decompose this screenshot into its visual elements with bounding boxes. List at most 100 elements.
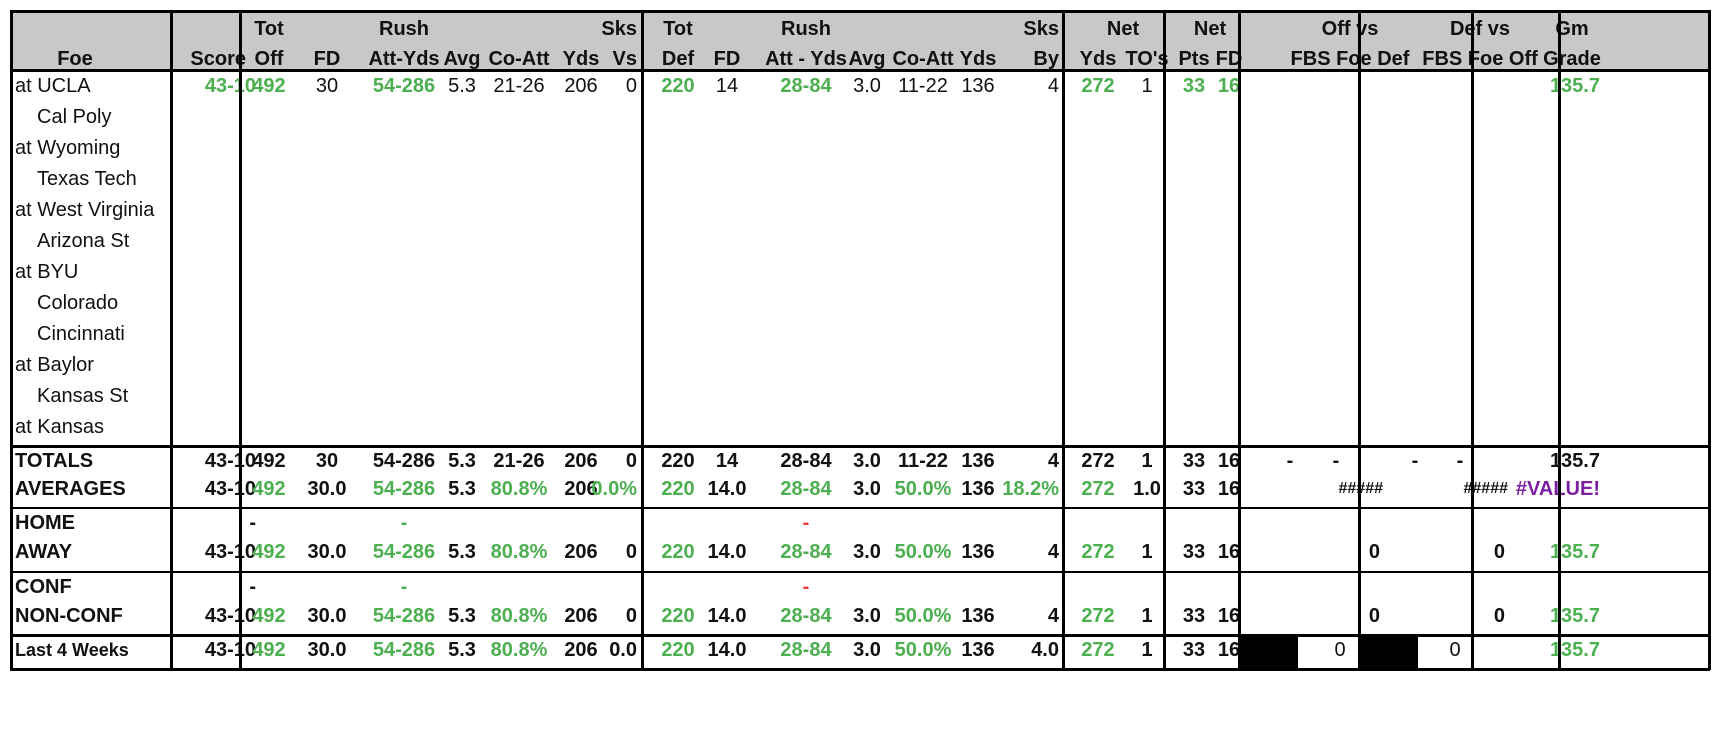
header-def-vs-1: Def vs: [1449, 18, 1511, 40]
header-co-att: Co-Att: [488, 48, 550, 70]
averages-rush: 54-286: [372, 478, 436, 500]
nonconf-net-to: 1: [1141, 605, 1153, 627]
last4-blank-cell: [1240, 636, 1298, 668]
last4-avg: 5.3: [448, 639, 476, 661]
conf-label: CONF: [15, 576, 72, 598]
header-yds: Yds: [562, 48, 600, 70]
grid-line-v: [1358, 10, 1361, 670]
game-avg: 5.3: [448, 75, 476, 97]
last4-net-pts: 33: [1182, 639, 1206, 661]
grid-line-v: [641, 10, 644, 670]
last4-blank-cell: [1360, 636, 1418, 668]
game-net-yds: 272: [1081, 75, 1115, 97]
games-bottom-border: [10, 445, 1710, 448]
game-tot-def: 220: [661, 75, 695, 97]
header-def-yds: Yds: [959, 48, 997, 70]
nonconf-grade: 135.7: [1549, 605, 1600, 627]
nonconf-rush: 54-286: [372, 605, 436, 627]
nonconf-tot-off: 492: [252, 605, 286, 627]
away-tot-off: 492: [252, 541, 286, 563]
totals-grade: 135.7: [1549, 450, 1600, 472]
header-gm-grade-1: Gm: [1555, 18, 1589, 40]
header-rush-1: Rush: [379, 18, 429, 40]
header-rush-att-yds: Att-Yds: [368, 48, 440, 70]
away-net-to: 1: [1141, 541, 1153, 563]
nonconf-net-fd: 16: [1217, 605, 1241, 627]
game-rush: 54-286: [372, 75, 436, 97]
averages-net-fd: 16: [1217, 478, 1241, 500]
totals-avg: 5.3: [448, 450, 476, 472]
averages-sks-by: 18.2%: [1002, 478, 1059, 500]
averages-def-rush: 28-84: [780, 478, 832, 500]
totals-def-a: -: [1411, 450, 1419, 472]
nonconf-co-att: 80.8%: [490, 605, 548, 627]
game-def-avg: 3.0: [853, 75, 881, 97]
last4-grade: 135.7: [1549, 639, 1600, 661]
game-net-fd: 16: [1217, 75, 1241, 97]
away-score: 43-10: [204, 541, 256, 563]
nonconf-sks-vs: 0: [625, 605, 637, 627]
totals-rush: 54-286: [372, 450, 436, 472]
averages-label: AVERAGES: [15, 478, 126, 500]
averages-bottom-border: [10, 507, 1710, 509]
nonconf-def-vs: 0: [1493, 605, 1505, 627]
nonconf-def-fd: 14.0: [707, 605, 747, 627]
away-bottom-border: [10, 571, 1710, 573]
header-score: Score: [190, 48, 246, 70]
nonconf-def-yds: 136: [961, 605, 995, 627]
away-net-pts: 33: [1182, 541, 1206, 563]
header-tot-def-1: Tot: [663, 18, 693, 40]
last4-label: Last 4 Weeks: [15, 640, 129, 660]
away-rush: 54-286: [372, 541, 436, 563]
averages-yds: 206: [564, 478, 598, 500]
totals-sks-by: 4: [1047, 450, 1059, 472]
averages-fd: 30.0: [307, 478, 347, 500]
game-foe: Colorado: [37, 292, 119, 314]
grid-line-v: [1708, 10, 1711, 670]
totals-net-to: 1: [1141, 450, 1153, 472]
game-def-rush: 28-84: [780, 75, 832, 97]
totals-label: TOTALS: [15, 450, 94, 472]
totals-fd: 30: [315, 450, 339, 472]
game-foe: at BYU: [15, 261, 79, 283]
header-sks-vs-1: Sks: [601, 18, 637, 40]
away-tot-def: 220: [661, 541, 695, 563]
away-fd: 30.0: [307, 541, 347, 563]
nonconf-net-pts: 33: [1182, 605, 1206, 627]
totals-net-fd: 16: [1217, 450, 1241, 472]
game-grade: 135.7: [1549, 75, 1600, 97]
header-avg: Avg: [443, 48, 481, 70]
game-net-pts: 33: [1182, 75, 1206, 97]
averages-avg: 5.3: [448, 478, 476, 500]
home-rush: -: [400, 512, 408, 534]
header-def-avg: Avg: [848, 48, 886, 70]
game-foe: Kansas St: [37, 385, 129, 407]
totals-net-yds: 272: [1081, 450, 1115, 472]
totals-def-co-att: 11-22: [897, 450, 949, 472]
averages-score: 43-10: [204, 478, 256, 500]
game-foe: at West Virginia: [15, 199, 155, 221]
averages-def-avg: 3.0: [853, 478, 881, 500]
last4-fd: 30.0: [307, 639, 347, 661]
nonconf-sks-by: 4: [1047, 605, 1059, 627]
last4-yds: 206: [564, 639, 598, 661]
header-net-pts: Pts: [1178, 48, 1210, 70]
averages-co-att: 80.8%: [490, 478, 548, 500]
averages-net-to: 1.0: [1133, 478, 1161, 500]
header-background: [10, 10, 1710, 70]
nonconf-tot-def: 220: [661, 605, 695, 627]
header-tot-off-2: Off: [254, 48, 284, 70]
stats-table: Foe Score Tot Off FD Rush Att-Yds Avg Co-Att Yds S…: [10, 10, 1711, 733]
header-def-vs-2: FBS Foe Off: [1422, 48, 1538, 70]
header-net-fd: FD: [1215, 48, 1243, 70]
away-def-vs: 0: [1493, 541, 1505, 563]
last4-def-fd: 14.0: [707, 639, 747, 661]
away-sks-by: 4: [1047, 541, 1059, 563]
last4-score: 43-10: [204, 639, 256, 661]
totals-def-avg: 3.0: [853, 450, 881, 472]
game-foe: Texas Tech: [37, 168, 137, 190]
nonconf-def-avg: 3.0: [853, 605, 881, 627]
away-def-fd: 14.0: [707, 541, 747, 563]
averages-net-yds: 272: [1081, 478, 1115, 500]
header-net2-1: Net: [1193, 18, 1227, 40]
